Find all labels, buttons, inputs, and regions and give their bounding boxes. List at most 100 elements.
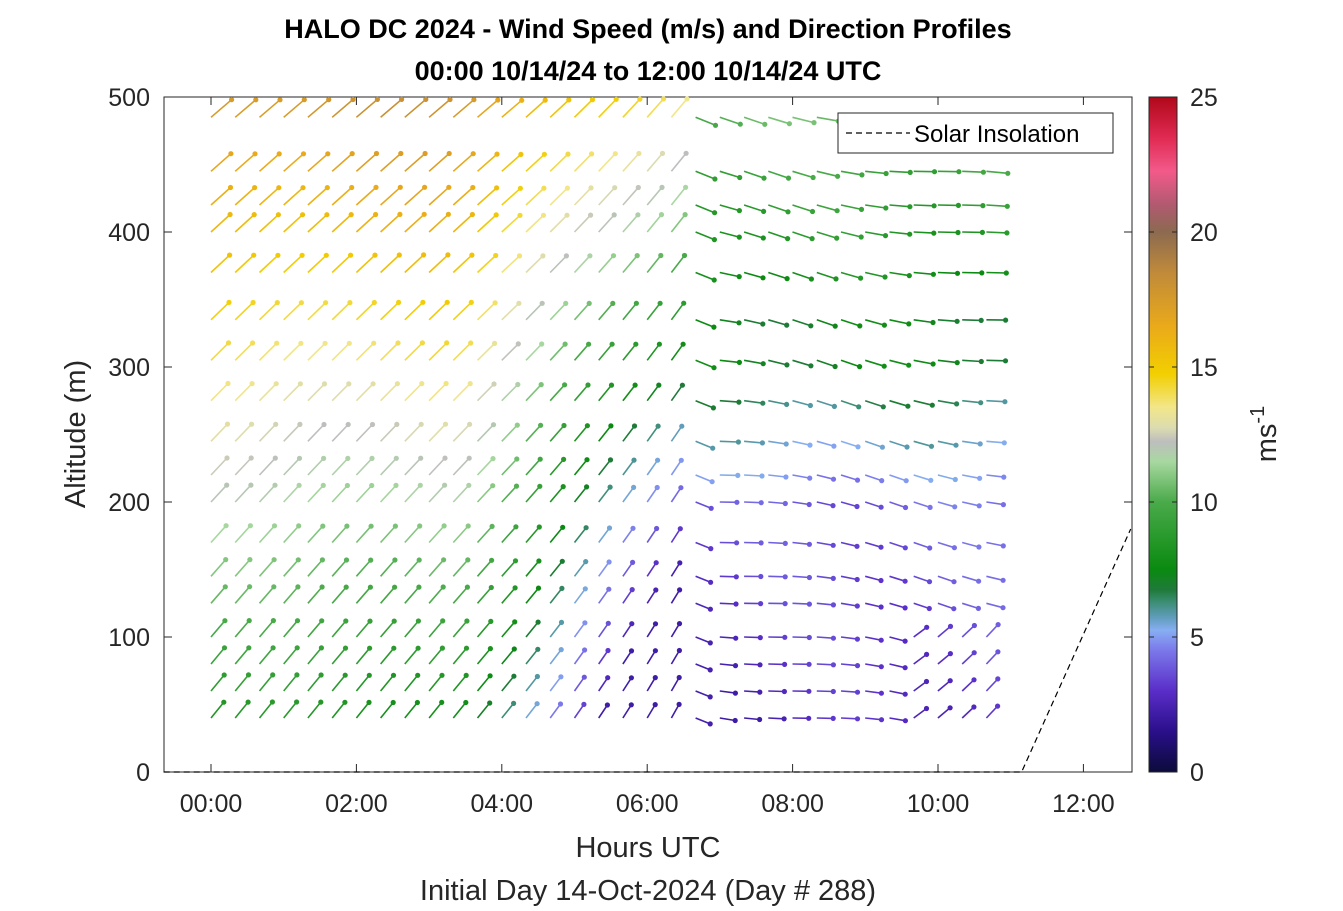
- wind-arrow-shaft: [622, 302, 638, 321]
- wind-arrow-head: [417, 523, 423, 529]
- wind-arrow-shaft: [573, 99, 594, 118]
- wind-arrow-head: [613, 96, 619, 102]
- y-tick-label: 100: [108, 624, 150, 652]
- wind-arrow-head: [954, 270, 961, 276]
- wind-arrow-shaft: [695, 602, 711, 610]
- wind-arrow-shaft: [670, 425, 683, 442]
- wind-arrow-shaft: [840, 359, 860, 368]
- wind-arrow-shaft: [258, 254, 279, 274]
- wind-arrow-shaft: [646, 650, 657, 665]
- wind-arrow: [744, 573, 764, 580]
- wind-arrow: [549, 524, 566, 544]
- wind-arrow-shaft: [258, 187, 280, 206]
- wind-arrow: [792, 170, 816, 181]
- wind-arrow-head: [560, 484, 566, 490]
- wind-arrow-head: [366, 699, 372, 706]
- wind-arrow-shaft: [719, 717, 736, 722]
- wind-arrow: [234, 381, 255, 402]
- wind-arrow: [476, 381, 497, 402]
- wind-arrow-shaft: [913, 575, 930, 583]
- wind-arrow-head: [652, 648, 659, 654]
- wind-arrow-shaft: [210, 186, 232, 206]
- wind-arrow-head: [368, 557, 374, 563]
- wind-arrow: [622, 621, 635, 638]
- wind-arrow-shaft: [307, 302, 327, 321]
- wind-arrow-shaft: [234, 301, 254, 321]
- wind-arrow-head: [832, 363, 838, 370]
- wind-arrow-head: [320, 523, 326, 529]
- wind-arrow-shaft: [743, 399, 763, 404]
- wind-arrow-head: [443, 380, 449, 387]
- wind-arrow-shaft: [234, 674, 250, 692]
- wind-arrow-head: [931, 203, 937, 209]
- wind-arrow-shaft: [331, 98, 354, 118]
- wind-arrow: [380, 184, 403, 206]
- wind-arrow-head: [253, 97, 259, 103]
- wind-arrow: [549, 253, 570, 274]
- wind-arrow-head: [757, 716, 763, 723]
- wind-arrow-head: [655, 423, 661, 429]
- wind-arrow-shaft: [622, 186, 639, 206]
- x-tick-label: 02:00: [325, 790, 388, 818]
- wind-arrow-shaft: [646, 562, 657, 577]
- wind-arrow-shaft: [840, 717, 858, 720]
- wind-arrow-shaft: [355, 213, 377, 233]
- wind-arrow-head: [929, 402, 935, 408]
- wind-arrow-shaft: [695, 636, 711, 644]
- wind-arrow-head: [907, 204, 913, 210]
- wind-arrow: [768, 319, 790, 328]
- wind-arrow-shaft: [404, 457, 422, 476]
- wind-arrow-shaft: [549, 621, 563, 638]
- wind-arrow-head: [447, 96, 453, 103]
- wind-arrow: [913, 440, 935, 449]
- wind-arrow: [452, 618, 470, 638]
- wind-arrow-shaft: [331, 457, 349, 476]
- wind-arrow-shaft: [476, 586, 492, 604]
- wind-arrow-shaft: [816, 690, 834, 693]
- wind-arrow-head: [609, 341, 615, 347]
- wind-arrow: [331, 482, 350, 503]
- wind-arrow-head: [951, 579, 957, 585]
- wind-arrow-shaft: [501, 255, 521, 274]
- wind-arrow-shaft: [744, 690, 760, 693]
- wind-arrow-shaft: [840, 474, 858, 481]
- wind-arrow-shaft: [476, 302, 496, 321]
- wind-arrow: [816, 602, 837, 608]
- wind-arrow-shaft: [986, 399, 1005, 403]
- wind-arrow-shaft: [283, 484, 300, 503]
- wind-arrow-head: [321, 421, 327, 428]
- wind-arrow-shaft: [452, 254, 473, 274]
- wind-arrow-shaft: [719, 204, 740, 212]
- wind-arrow-shaft: [355, 186, 377, 206]
- wind-arrow-shaft: [573, 486, 588, 503]
- wind-arrow-shaft: [501, 485, 518, 503]
- wind-arrow: [404, 96, 429, 118]
- wind-arrow-shaft: [719, 319, 740, 324]
- wind-arrow: [889, 474, 909, 484]
- wind-arrow-head: [807, 442, 813, 448]
- wind-arrow-shaft: [234, 423, 253, 442]
- wind-arrow-head: [930, 319, 936, 326]
- wind-arrow-head: [679, 423, 685, 429]
- wind-arrow-head: [737, 174, 743, 181]
- wind-arrow-head: [857, 364, 863, 370]
- wind-arrow-head: [518, 151, 524, 157]
- wind-arrow: [598, 647, 611, 665]
- wind-arrow: [622, 300, 640, 321]
- wind-arrow-shaft: [452, 586, 469, 604]
- wind-arrow-head: [854, 636, 861, 642]
- wind-arrow: [331, 672, 348, 692]
- wind-arrow: [428, 150, 452, 172]
- wind-arrow-head: [395, 340, 401, 346]
- wind-arrow: [307, 340, 328, 361]
- wind-arrow-shaft: [768, 116, 790, 125]
- wind-arrow-head: [535, 646, 541, 652]
- wind-arrow-head: [810, 174, 816, 181]
- wind-arrow-head: [248, 455, 254, 461]
- wind-arrow: [476, 523, 495, 544]
- wind-arrow-shaft: [404, 620, 420, 638]
- chart-title: HALO DC 2024 - Wind Speed (m/s) and Dire…: [284, 14, 1011, 44]
- wind-arrow: [404, 455, 424, 476]
- wind-arrow-shaft: [622, 255, 638, 274]
- wind-arrow-shaft: [331, 153, 353, 172]
